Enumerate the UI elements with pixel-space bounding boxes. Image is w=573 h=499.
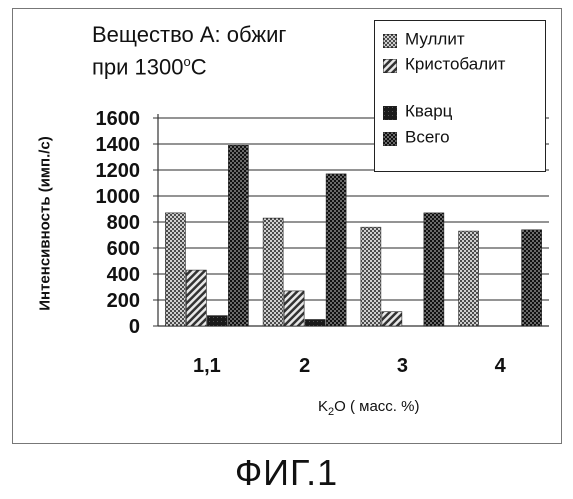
y-tick-label: 200 <box>107 290 140 312</box>
legend-item: Кварц <box>383 101 452 121</box>
legend-label: Кристобалит <box>405 55 505 74</box>
legend-label: Всего <box>405 128 450 147</box>
legend-label: Муллит <box>405 30 465 49</box>
bar-муллит <box>361 227 381 326</box>
x-tick-label: 4 <box>495 355 507 377</box>
x-tick-label: 3 <box>397 355 408 377</box>
legend: Муллит Кристобалит Кварц Всего <box>374 20 546 172</box>
y-tick-label: 1200 <box>96 160 141 182</box>
x-tick-label: 1,1 <box>193 355 221 377</box>
legend-item: Всего <box>383 127 450 147</box>
legend-swatch <box>383 33 397 47</box>
bar-всего <box>424 213 444 326</box>
bar-всего <box>228 145 248 326</box>
legend-swatch <box>383 58 397 72</box>
bar-всего <box>326 174 346 326</box>
bar-муллит <box>459 231 479 326</box>
legend-item: Кристобалит <box>383 54 505 74</box>
bar-муллит <box>165 213 185 326</box>
legend-swatch <box>383 131 397 145</box>
bar-муллит <box>263 218 283 326</box>
x-axis-label: K2O ( масс. %) <box>318 398 419 418</box>
bar-кварц <box>305 320 325 327</box>
y-tick-label: 400 <box>107 264 140 286</box>
bar-кристобалит <box>382 312 402 326</box>
bar-кварц <box>207 316 227 326</box>
y-tick-label: 1400 <box>96 134 141 156</box>
legend-swatch <box>383 105 397 119</box>
y-tick-label: 800 <box>107 212 140 234</box>
x-tick-label: 2 <box>299 355 310 377</box>
y-tick-label: 1600 <box>96 108 141 130</box>
y-tick-label: 600 <box>107 238 140 260</box>
legend-item: Муллит <box>383 29 465 49</box>
y-tick-label: 0 <box>129 316 140 338</box>
y-tick-label: 1000 <box>96 186 141 208</box>
bar-кристобалит <box>186 270 206 326</box>
legend-label: Кварц <box>405 102 452 121</box>
bar-всего <box>522 230 542 326</box>
y-axis-label: Интенсивность (имп./с) <box>37 119 54 329</box>
bar-кристобалит <box>284 291 304 326</box>
figure-caption: ФИГ.1 <box>0 452 573 494</box>
